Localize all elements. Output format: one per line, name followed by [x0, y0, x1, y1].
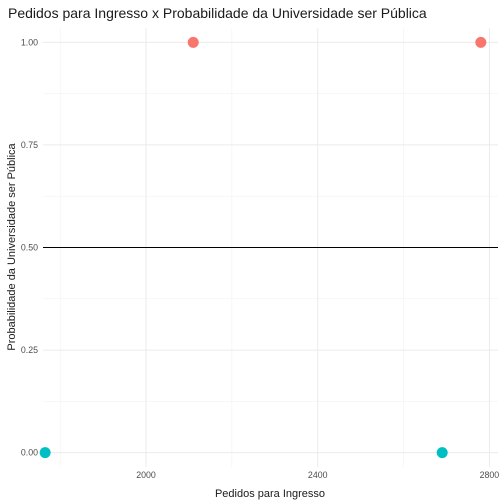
data-point: [475, 36, 487, 48]
y-tick-label: 0.50: [21, 243, 38, 253]
data-point: [436, 447, 448, 459]
y-tick-label: 0.25: [21, 345, 38, 355]
y-tick-label: 0.75: [21, 140, 38, 150]
data-points: [39, 36, 487, 459]
y-tick-label: 0.00: [21, 448, 38, 458]
x-axis-label: Pedidos para Ingresso: [215, 488, 325, 500]
y-axis-label: Probabilidade da Universidade ser Públic…: [6, 142, 18, 350]
x-axis-ticks: 2000 2400 2800: [136, 470, 499, 480]
data-point: [39, 447, 51, 459]
x-tick-label: 2000: [136, 470, 156, 480]
data-point: [187, 36, 199, 48]
x-tick-label: 2400: [308, 470, 328, 480]
y-tick-label: 1.00: [21, 37, 38, 47]
chart-title: Pedidos para Ingresso x Probabilidade da…: [8, 5, 427, 21]
x-tick-label: 2800: [480, 470, 500, 480]
y-axis-ticks: 0.00 0.25 0.50 0.75 1.00: [21, 37, 38, 457]
